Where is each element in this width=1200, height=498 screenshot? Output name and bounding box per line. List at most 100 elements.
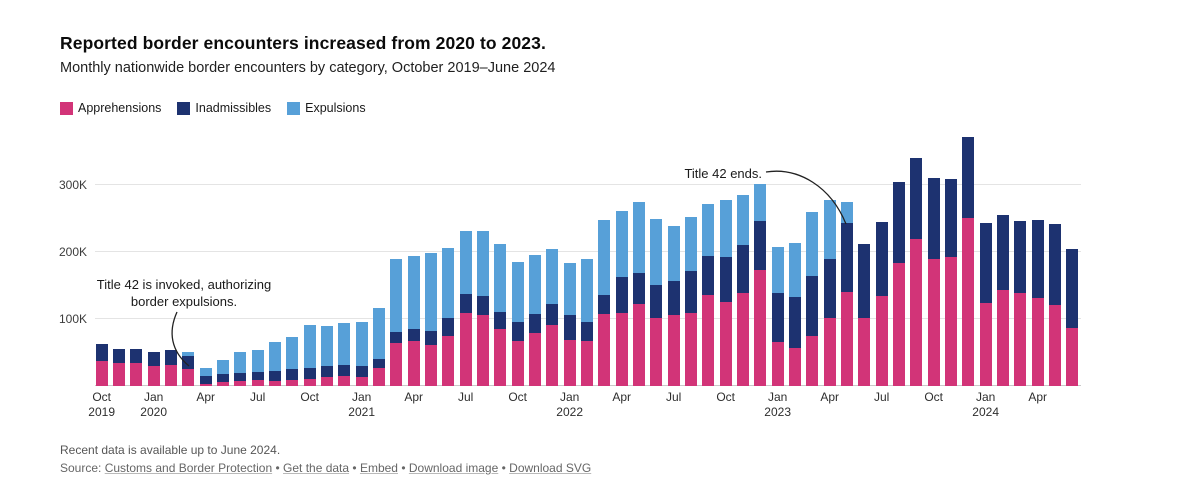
bar-jan-2024[interactable] — [979, 223, 992, 386]
footer-link-get-the-data[interactable]: Get the data — [283, 461, 350, 475]
bar-dec-2019[interactable] — [130, 349, 143, 386]
bar-jan-2023[interactable] — [771, 247, 784, 386]
segment-inadmissibles — [199, 375, 212, 384]
bar-nov-2022[interactable] — [737, 195, 749, 386]
segment-apprehensions — [407, 340, 420, 386]
segment-apprehensions — [442, 335, 455, 386]
bar-dec-2022[interactable] — [754, 183, 767, 386]
segment-expulsions — [303, 324, 316, 369]
link-separator: • — [498, 461, 506, 475]
footer-link-embed[interactable]: Embed — [359, 461, 398, 475]
bar-feb-2022[interactable] — [581, 258, 593, 386]
bar-sep-2023[interactable] — [910, 157, 923, 386]
bar-apr-2021[interactable] — [407, 256, 420, 386]
segment-expulsions — [494, 243, 507, 313]
bar-aug-2023[interactable] — [893, 182, 905, 386]
bar-may-2024[interactable] — [1049, 224, 1061, 386]
bar-jan-2021[interactable] — [355, 321, 368, 386]
bar-mar-2024[interactable] — [1014, 220, 1027, 386]
bar-aug-2020[interactable] — [269, 342, 281, 386]
bar-jun-2021[interactable] — [442, 248, 455, 386]
segment-expulsions — [667, 225, 680, 281]
y-axis-label-100K: 100K — [58, 312, 87, 326]
bar-nov-2021[interactable] — [529, 254, 541, 386]
bar-oct-2019[interactable] — [95, 344, 108, 386]
bar-oct-2021[interactable] — [511, 262, 524, 386]
segment-apprehensions — [1066, 328, 1079, 386]
segment-apprehensions — [806, 336, 819, 386]
bar-apr-2023[interactable] — [823, 200, 836, 386]
bar-oct-2022[interactable] — [719, 199, 732, 386]
bar-jan-2022[interactable] — [563, 262, 576, 386]
bar-jun-2022[interactable] — [650, 219, 663, 386]
x-axis-tick-jul: Jul — [249, 390, 266, 404]
x-axis-tick-apr: Apr — [612, 390, 631, 404]
segment-apprehensions — [598, 313, 611, 386]
bar-dec-2020[interactable] — [338, 323, 351, 386]
segment-expulsions — [806, 212, 819, 276]
segment-inadmissibles — [893, 182, 905, 264]
bar-sep-2020[interactable] — [286, 337, 299, 386]
segment-apprehensions — [269, 380, 281, 386]
bar-aug-2022[interactable] — [685, 217, 697, 386]
bar-feb-2024[interactable] — [997, 214, 1009, 386]
annotation-line: Title 42 ends. — [684, 166, 762, 181]
bar-feb-2021[interactable] — [373, 308, 385, 386]
x-axis-tick-apr: Apr — [1028, 390, 1047, 404]
legend: Apprehensions Inadmissibles Expulsions — [60, 101, 366, 115]
segment-apprehensions — [477, 314, 489, 386]
bar-may-2022[interactable] — [633, 201, 645, 386]
bar-feb-2020[interactable] — [165, 349, 177, 386]
bar-nov-2019[interactable] — [113, 348, 125, 386]
bar-jul-2020[interactable] — [251, 349, 264, 386]
bar-jul-2021[interactable] — [459, 230, 472, 386]
segment-inadmissibles — [355, 366, 368, 378]
bar-jul-2023[interactable] — [875, 221, 888, 386]
bar-nov-2020[interactable] — [321, 326, 333, 386]
bar-may-2023[interactable] — [841, 202, 853, 386]
bar-mar-2021[interactable] — [390, 258, 403, 386]
link-separator: • — [349, 461, 357, 475]
bar-apr-2020[interactable] — [199, 367, 212, 386]
gridline-300K — [95, 184, 1081, 185]
segment-inadmissibles — [373, 358, 385, 369]
x-axis-tick-apr: Apr — [820, 390, 839, 404]
bar-nov-2023[interactable] — [945, 178, 957, 386]
bar-aug-2021[interactable] — [477, 230, 489, 386]
bar-jun-2024[interactable] — [1066, 249, 1079, 386]
x-axis-tick-jan-2024: Jan 2024 — [972, 390, 999, 419]
bar-dec-2023[interactable] — [962, 136, 975, 386]
segment-inadmissibles — [633, 273, 645, 304]
bar-jun-2020[interactable] — [234, 351, 247, 386]
bar-oct-2020[interactable] — [303, 324, 316, 386]
bar-jun-2023[interactable] — [858, 243, 871, 386]
segment-expulsions — [234, 351, 247, 374]
bar-sep-2021[interactable] — [494, 243, 507, 386]
segment-inadmissibles — [113, 348, 125, 363]
bar-mar-2022[interactable] — [598, 219, 611, 386]
bar-oct-2023[interactable] — [927, 178, 940, 386]
segment-expulsions — [771, 247, 784, 293]
bar-mar-2020[interactable] — [182, 351, 195, 386]
bar-sep-2022[interactable] — [702, 204, 715, 386]
bar-apr-2022[interactable] — [615, 211, 628, 386]
bar-mar-2023[interactable] — [806, 212, 819, 386]
footer-link-customs-and-border-protection[interactable]: Customs and Border Protection — [104, 461, 273, 475]
segment-expulsions — [459, 230, 472, 295]
segment-expulsions — [719, 199, 732, 258]
segment-inadmissibles — [962, 136, 975, 218]
bar-jan-2020[interactable] — [147, 351, 160, 386]
bar-dec-2021[interactable] — [546, 249, 559, 386]
segment-inadmissibles — [234, 373, 247, 381]
footer-link-download-svg[interactable]: Download SVG — [509, 461, 592, 475]
legend-item-expulsions: Expulsions — [287, 101, 366, 115]
bar-apr-2024[interactable] — [1031, 220, 1044, 386]
bar-feb-2023[interactable] — [789, 243, 801, 386]
bar-may-2021[interactable] — [425, 252, 437, 386]
bar-jul-2022[interactable] — [667, 225, 680, 386]
x-axis-tick-apr: Apr — [196, 390, 215, 404]
segment-apprehensions — [719, 301, 732, 386]
bar-may-2020[interactable] — [217, 359, 229, 386]
footer-link-download-image[interactable]: Download image — [408, 461, 499, 475]
